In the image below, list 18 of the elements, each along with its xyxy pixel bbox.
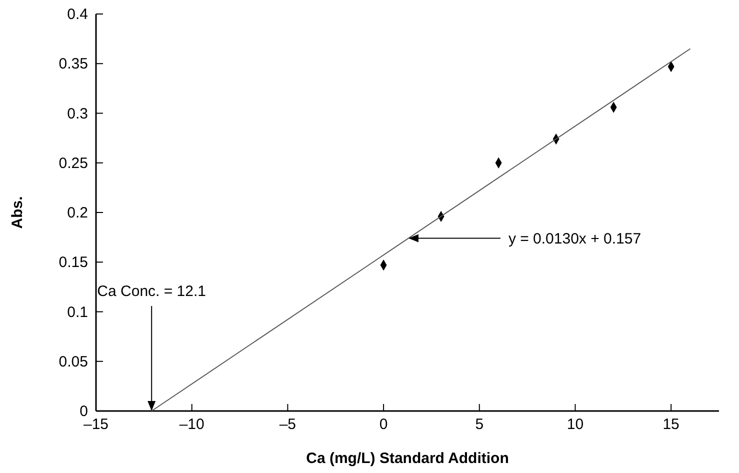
y-tick-label: 0.35 — [58, 56, 88, 73]
annotation: y = 0.0130x + 0.157 — [508, 230, 642, 248]
x-tick-label: 10 — [566, 416, 584, 433]
x-tick-label: –10 — [179, 416, 204, 433]
y-axis-title: Abs. — [9, 196, 26, 229]
y-tick-label: 0.05 — [58, 353, 88, 370]
y-tick-label: 0.15 — [58, 254, 88, 272]
y-tick-label: 0.1 — [67, 304, 88, 321]
x-axis-title: Ca (mg/L) Standard Addition — [306, 450, 509, 467]
y-tick-label: 0.2 — [67, 204, 88, 222]
y-tick-label: 0.4 — [67, 6, 88, 23]
x-tick-label: –5 — [279, 416, 296, 433]
x-tick-label: 15 — [662, 416, 680, 433]
y-tick-label: 0.25 — [58, 154, 88, 172]
annotation: Ca Conc. = 12.1 — [97, 283, 206, 300]
x-tick-label: 0 — [379, 416, 388, 433]
y-tick-label: 0.3 — [67, 105, 88, 122]
x-tick-label: 5 — [475, 416, 484, 433]
